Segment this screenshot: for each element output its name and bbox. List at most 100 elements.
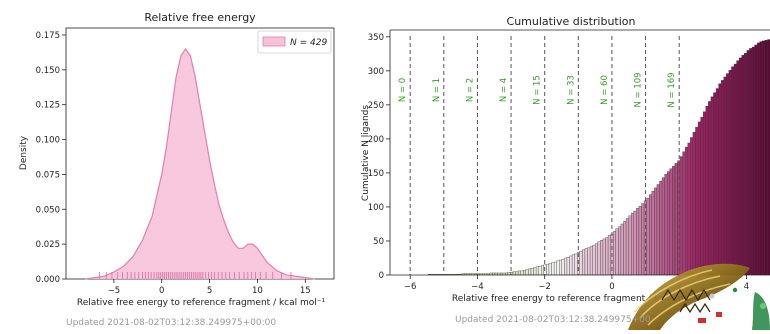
legend-label: N = 429 (290, 38, 327, 48)
cumulative-y-axis: 0 50 100 150 200 250 300 350 (368, 33, 390, 281)
cumulative-bar (667, 171, 670, 275)
cumulative-bar (746, 50, 750, 275)
y-tick-label: 150 (368, 169, 384, 179)
kde-fill (85, 48, 315, 280)
cumulative-bar (628, 215, 632, 275)
cumulative-bar (726, 73, 730, 275)
cumulative-bar (754, 44, 758, 275)
kde-legend: N = 429 (257, 30, 332, 54)
cumulative-bar (708, 101, 712, 275)
y-tick-label: 350 (368, 33, 384, 43)
cumulative-bar (710, 96, 714, 275)
y-tick-label: 0.175 (36, 31, 60, 41)
cumulative-bar (762, 40, 766, 275)
cumulative-bar (525, 269, 529, 275)
cumulative-bar (613, 231, 616, 275)
cumulative-bar (597, 241, 601, 275)
cumulative-bar (651, 191, 655, 275)
cumulative-bar (695, 127, 699, 275)
cumulative-bar (538, 265, 542, 275)
cumulative-bar (556, 260, 560, 275)
cumulative-bar (672, 165, 676, 275)
y-tick-label: 300 (368, 67, 384, 77)
cumulative-bar (685, 146, 688, 275)
y-tick-label: 0.125 (36, 101, 60, 111)
cumulative-bar (600, 240, 604, 275)
cumulative-bar (569, 255, 573, 275)
cumulative-y-axis-label: Cumulative N ligands (361, 105, 371, 201)
x-tick-label: −4 (471, 282, 484, 292)
threshold-label: N = 1 (432, 78, 442, 102)
cumulative-bar (700, 116, 704, 275)
cumulative-bar (749, 48, 753, 275)
threshold-label: N = 169 (667, 72, 677, 107)
cumulative-bar (579, 251, 583, 275)
y-tick-label: 0.150 (36, 66, 60, 76)
cumulative-bar (728, 69, 732, 275)
cumulative-bar (690, 137, 694, 275)
cumulative-bar (574, 253, 578, 275)
cumulative-chart: Cumulative distribution N = 0 N = 1 N = 2 N… (361, 15, 770, 304)
cumulative-bar (697, 121, 701, 275)
cumulative-bar (541, 265, 545, 275)
cumulative-bar (736, 60, 740, 275)
cumulative-bar (559, 259, 562, 275)
kde-rug-layer (99, 272, 292, 279)
x-tick-label: −6 (404, 282, 417, 292)
threshold-label: N = 60 (600, 75, 610, 105)
threshold-label: N = 2 (465, 78, 475, 102)
kde-chart-title: Relative free energy (144, 11, 256, 24)
cumulative-bar (741, 55, 745, 275)
x-tick-label: 5 (207, 286, 212, 296)
cumulative-bar (674, 163, 678, 275)
cumulative-bar (548, 263, 552, 275)
kde-x-axis: −5 0 5 10 15 (108, 279, 311, 296)
cumulative-bar (533, 267, 537, 275)
cumulative-bars-layer (427, 39, 770, 275)
y-tick-label: 0.025 (36, 240, 60, 250)
kde-line (85, 47, 315, 280)
cumulative-bar (607, 235, 611, 275)
cumulative-bar (507, 272, 511, 275)
cumulative-bar (551, 262, 555, 275)
cumulative-bar (553, 261, 557, 275)
cumulative-bar (625, 218, 629, 275)
cumulative-bar (592, 244, 596, 275)
cumulative-bar (659, 180, 663, 275)
cumulative-bar (656, 184, 660, 275)
cumulative-bar (636, 208, 640, 275)
cumulative-bar (589, 246, 593, 275)
cumulative-bar (566, 257, 570, 275)
legend-box (257, 30, 332, 54)
threshold-label: N = 0 (398, 78, 408, 102)
x-tick-label: −2 (538, 282, 551, 292)
cumulative-chart-title: Cumulative distribution (507, 15, 636, 28)
cumulative-bar (602, 238, 606, 275)
kde-area-layer (85, 47, 315, 280)
cumulative-bar (517, 270, 521, 275)
cumulative-bar (713, 92, 717, 275)
cumulative-bar (584, 248, 588, 275)
cumulative-bar (705, 106, 709, 275)
y-tick-label: 0.000 (36, 275, 60, 285)
cumulative-bar (751, 46, 755, 275)
kde-x-axis-label: Relative free energy to reference fragme… (77, 298, 326, 308)
left-updated-timestamp: Updated 2021-08-02T03:12:38.249975+00:00 (66, 318, 277, 328)
cumulative-bar (535, 266, 539, 275)
cumulative-bar (687, 142, 691, 275)
y-tick-label: 100 (368, 203, 384, 213)
cumulative-bar (631, 212, 634, 275)
cumulative-bar (733, 63, 737, 275)
cumulative-bar (759, 41, 763, 275)
cumulative-bar (703, 111, 706, 275)
cumulative-bar (530, 268, 534, 275)
cumulative-bar (620, 223, 624, 275)
cumulative-bar (582, 249, 586, 275)
cumulative-bar (564, 257, 568, 275)
y-tick-label: 200 (368, 135, 384, 145)
cumulative-bar (669, 168, 673, 275)
y-tick-label: 0.075 (36, 170, 60, 180)
kde-y-axis-label: Density (19, 135, 29, 170)
